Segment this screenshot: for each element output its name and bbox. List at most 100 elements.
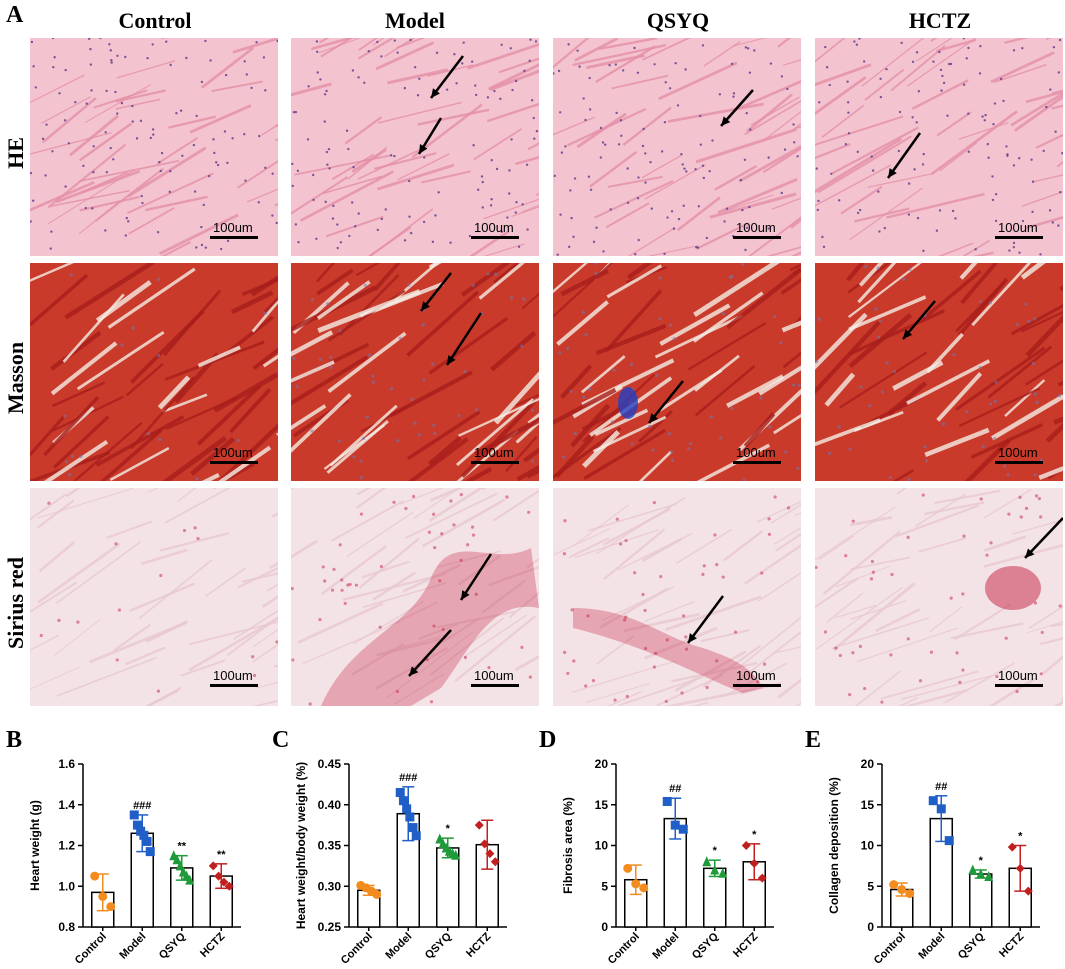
micrograph-he-control: 100um: [30, 38, 278, 256]
scale-bar-label: 100um: [736, 220, 776, 235]
data-point: [398, 796, 408, 806]
data-point: [172, 854, 182, 865]
micrograph-masson-hctz: 100um: [815, 263, 1063, 481]
data-point: [678, 824, 688, 834]
panel-a-letter: A: [6, 2, 24, 28]
scale-bar-label: 100um: [998, 668, 1038, 683]
data-point: [944, 836, 954, 846]
y-tick-label: 0: [601, 920, 608, 934]
data-point: [928, 796, 938, 806]
scale-bar: [995, 461, 1043, 464]
chart-c: 0.25 0.30 0.35 0.40 0.45 Heart weight/body we…: [294, 757, 507, 967]
data-point: [1023, 886, 1033, 896]
y-tick-label: 1.6: [58, 757, 75, 771]
column-header-qsyq: QSYQ: [646, 8, 710, 33]
bar-qsyq: [436, 847, 460, 928]
chart-b: 0.8 1.0 1.2 1.4 1.6 Heart weight (g) Control ##…: [28, 757, 241, 967]
y-tick-label: 0.30: [318, 879, 342, 893]
significance-label: *: [713, 845, 718, 857]
data-point: [408, 823, 418, 833]
significance-label: **: [217, 849, 226, 861]
scale-bar-label: 100um: [213, 220, 253, 235]
y-tick-label: 0.25: [318, 920, 342, 934]
y-axis-label: Collagen deposition (%): [827, 777, 841, 914]
micrograph-masson-control: 100um: [30, 263, 278, 481]
micrograph-sirius-red-hctz: 100um: [815, 488, 1063, 706]
data-point: [897, 885, 907, 895]
x-tick-label: QSYQ: [423, 930, 454, 961]
x-tick-label: Model: [117, 931, 148, 962]
x-tick-label: Control: [339, 931, 375, 967]
lesion-arrow-head: [721, 116, 731, 126]
x-tick-label: Control: [872, 931, 908, 967]
scale-bar: [471, 684, 519, 687]
significance-label: *: [752, 829, 757, 841]
scale-bar-label: 100um: [474, 668, 514, 683]
data-point: [631, 879, 641, 889]
data-point: [411, 831, 421, 841]
data-point: [219, 877, 229, 887]
scale-bar-label: 100um: [736, 668, 776, 683]
micrograph-masson-model: 100um: [291, 263, 539, 481]
data-point: [1015, 863, 1025, 873]
x-tick-label: HCTZ: [731, 930, 760, 959]
y-axis-label: Fibrosis area (%): [561, 797, 575, 894]
data-point: [623, 863, 633, 873]
scale-bar: [210, 684, 258, 687]
data-point: [129, 810, 139, 820]
data-point: [968, 864, 978, 875]
scale-bar: [733, 461, 781, 464]
x-tick-label: QSYQ: [956, 930, 987, 961]
data-point: [145, 847, 155, 857]
micrograph-he-qsyq: 100um: [553, 38, 801, 256]
x-tick-label: Control: [73, 931, 109, 967]
data-point: [224, 881, 234, 891]
scale-bar: [471, 461, 519, 464]
y-tick-label: 0.45: [318, 757, 342, 771]
y-tick-label: 1.2: [58, 839, 75, 853]
column-header-control: Control: [118, 8, 192, 33]
scale-bar: [733, 236, 781, 239]
scale-bar: [995, 236, 1043, 239]
column-header-hctz: HCTZ: [908, 8, 972, 33]
lesion-arrow-head: [1025, 548, 1035, 558]
lesion-arrow-head: [431, 88, 440, 98]
x-tick-label: Model: [916, 931, 947, 962]
y-tick-label: 5: [867, 879, 874, 893]
significance-label: *: [446, 823, 451, 835]
data-point: [1007, 842, 1017, 852]
scale-bar-label: 100um: [213, 668, 253, 683]
data-point: [90, 871, 100, 881]
lesion-arrow-head: [419, 144, 428, 154]
data-point: [639, 883, 649, 893]
y-tick-label: 1.4: [58, 798, 75, 812]
scale-bar-label: 100um: [474, 220, 514, 235]
data-point: [984, 870, 994, 881]
lesion-arrow: [648, 380, 684, 424]
data-point: [936, 804, 946, 814]
x-tick-label: Control: [606, 931, 642, 967]
data-point: [405, 812, 415, 822]
y-tick-label: 10: [595, 839, 609, 853]
y-tick-label: 15: [861, 798, 875, 812]
data-point: [142, 836, 152, 846]
lesion-arrow: [445, 312, 483, 366]
scale-bar: [471, 236, 519, 239]
significance-label: ##: [935, 781, 947, 793]
lesion-arrow: [686, 595, 725, 644]
lesion-arrow-head: [688, 633, 697, 643]
data-point: [208, 861, 218, 871]
data-point: [402, 804, 412, 814]
y-tick-label: 0: [867, 920, 874, 934]
lesion-arrow-head: [461, 590, 470, 600]
micrograph-sirius-red-qsyq: 100um: [553, 488, 801, 706]
y-tick-label: 5: [601, 879, 608, 893]
bar-qsyq: [969, 873, 993, 928]
lesion-arrow-head: [409, 666, 419, 676]
micrograph-sirius-red-control: 100um: [30, 488, 278, 706]
lesion-arrow-head: [421, 301, 430, 311]
significance-label: ###: [133, 800, 151, 812]
data-point: [395, 788, 405, 798]
x-tick-label: HCTZ: [198, 930, 227, 959]
data-point: [702, 856, 712, 867]
